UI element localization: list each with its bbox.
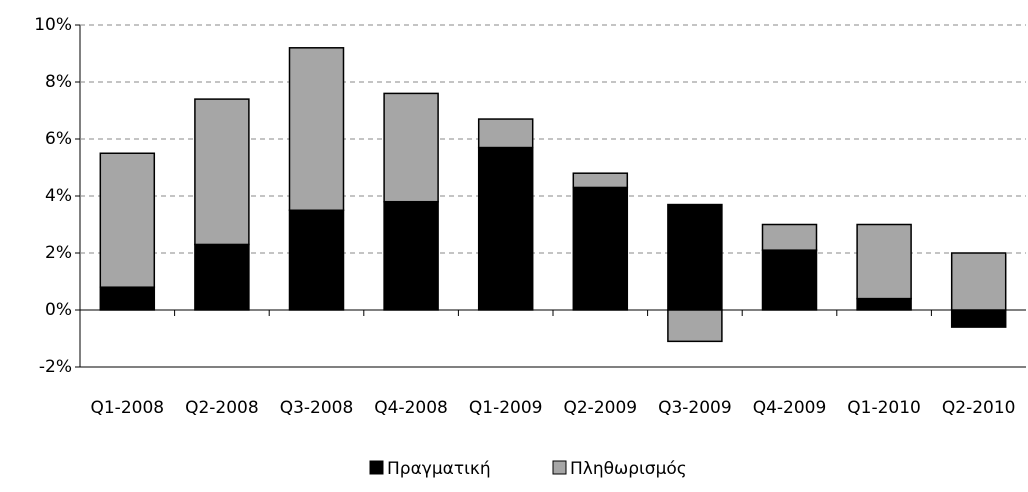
bar <box>856 297 912 311</box>
x-tick-label: Q4-2009 <box>753 398 827 418</box>
legend-swatch <box>552 460 567 475</box>
y-tick-label: 10% <box>34 15 72 35</box>
y-tick-label: 6% <box>45 129 72 149</box>
x-tick-label: Q3-2008 <box>280 398 354 418</box>
legend-label: Πληθωρισμός <box>570 459 687 479</box>
bar <box>950 309 1007 328</box>
y-tick-label: -2% <box>39 357 72 377</box>
bar <box>99 286 156 311</box>
x-tick-label: Q1-2009 <box>469 398 543 418</box>
y-tick-label: 4% <box>45 186 72 206</box>
x-tick-label: Q2-2010 <box>942 398 1016 418</box>
bar <box>477 146 534 311</box>
bar <box>667 309 723 343</box>
bar <box>194 98 250 246</box>
bar <box>667 203 723 311</box>
bar <box>383 200 439 311</box>
legend-label: Πραγματική <box>387 459 491 479</box>
bar <box>288 47 345 211</box>
bar <box>950 252 1007 311</box>
bar <box>572 186 629 311</box>
bar <box>572 172 629 189</box>
bar <box>761 249 818 311</box>
x-tick-label: Q4-2008 <box>374 398 448 418</box>
bar <box>856 223 912 300</box>
y-tick-label: 2% <box>45 243 72 263</box>
x-tick-label: Q2-2009 <box>563 398 637 418</box>
y-tick-label: 0% <box>45 300 72 320</box>
legend-swatch <box>369 460 384 475</box>
y-tick-label: 8% <box>45 72 72 92</box>
bar <box>288 209 345 311</box>
x-tick-label: Q3-2009 <box>658 398 732 418</box>
x-tick-label: Q1-2008 <box>90 398 164 418</box>
x-tick-label: Q2-2008 <box>185 398 259 418</box>
bar <box>99 152 156 288</box>
bar <box>194 243 250 311</box>
bar <box>477 118 534 149</box>
bar <box>761 223 818 251</box>
x-tick-label: Q1-2010 <box>847 398 921 418</box>
bar <box>383 92 439 203</box>
